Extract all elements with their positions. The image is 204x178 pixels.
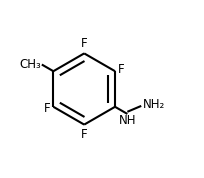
Text: NH: NH — [119, 114, 136, 127]
Text: CH₃: CH₃ — [19, 58, 41, 71]
Text: NH₂: NH₂ — [143, 98, 165, 111]
Text: F: F — [81, 37, 88, 50]
Text: F: F — [81, 128, 88, 141]
Text: F: F — [43, 102, 50, 115]
Text: F: F — [118, 63, 125, 76]
